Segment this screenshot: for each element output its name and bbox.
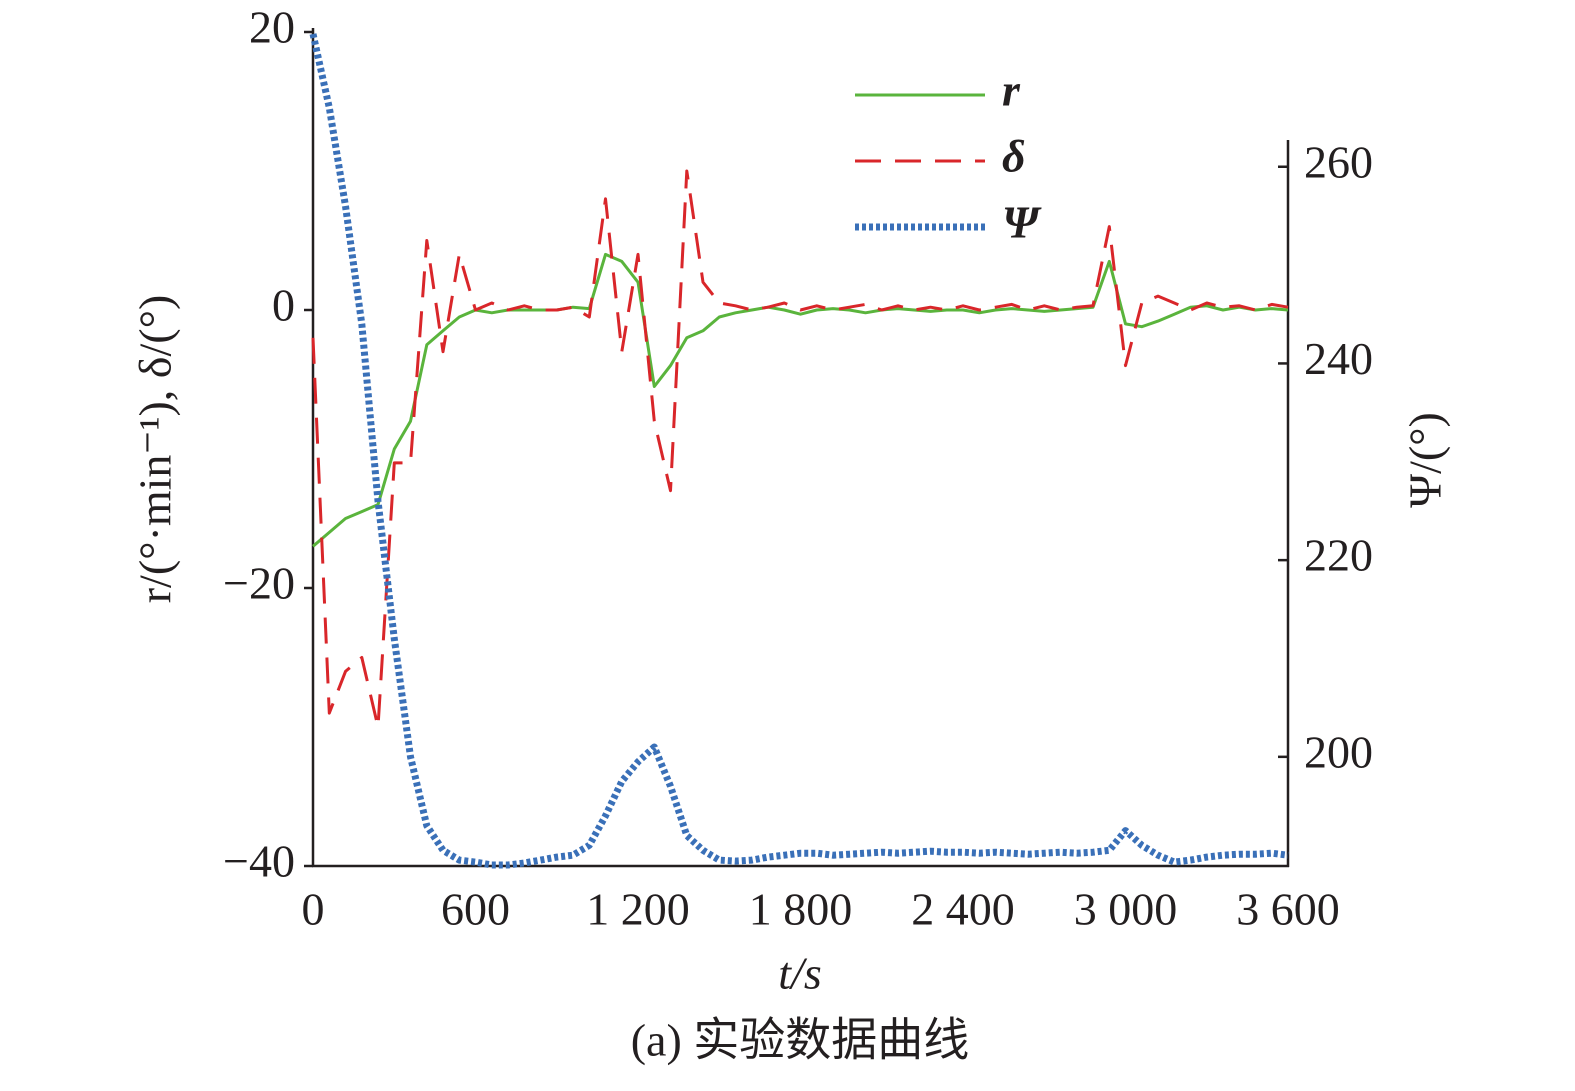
series-line <box>311 169 1289 729</box>
series-line <box>312 252 1289 548</box>
y-tick-label: 20 <box>249 2 295 53</box>
x-tick-label: 600 <box>441 884 510 935</box>
y-axis-label: r/(°·min⁻¹), δ/(°) <box>130 295 181 604</box>
y-tick-label: −40 <box>223 836 295 887</box>
x-tick-label: 1 800 <box>749 884 853 935</box>
x-tick-label: 0 <box>302 884 325 935</box>
y-tick-label: −20 <box>223 558 295 609</box>
legend-label: Ψ <box>1002 197 1042 248</box>
x-axis-label: t/s <box>778 948 821 999</box>
legend-label: r <box>1002 65 1021 116</box>
y2-tick-label: 240 <box>1304 333 1373 384</box>
x-tick-label: 3 600 <box>1236 884 1340 935</box>
y2-tick-label: 200 <box>1304 726 1373 777</box>
y2-axis-label: Ψ/(°) <box>1400 412 1451 508</box>
y-tick-label: 0 <box>272 280 295 331</box>
caption: (a) 实验数据曲线 <box>631 1015 970 1066</box>
series-line <box>309 33 1289 869</box>
y2-tick-label: 260 <box>1304 136 1373 187</box>
x-tick-label: 1 200 <box>586 884 690 935</box>
legend-label: δ <box>1002 131 1026 182</box>
x-tick-label: 3 000 <box>1074 884 1178 935</box>
y2-tick-label: 220 <box>1304 530 1373 581</box>
x-tick-label: 2 400 <box>911 884 1015 935</box>
